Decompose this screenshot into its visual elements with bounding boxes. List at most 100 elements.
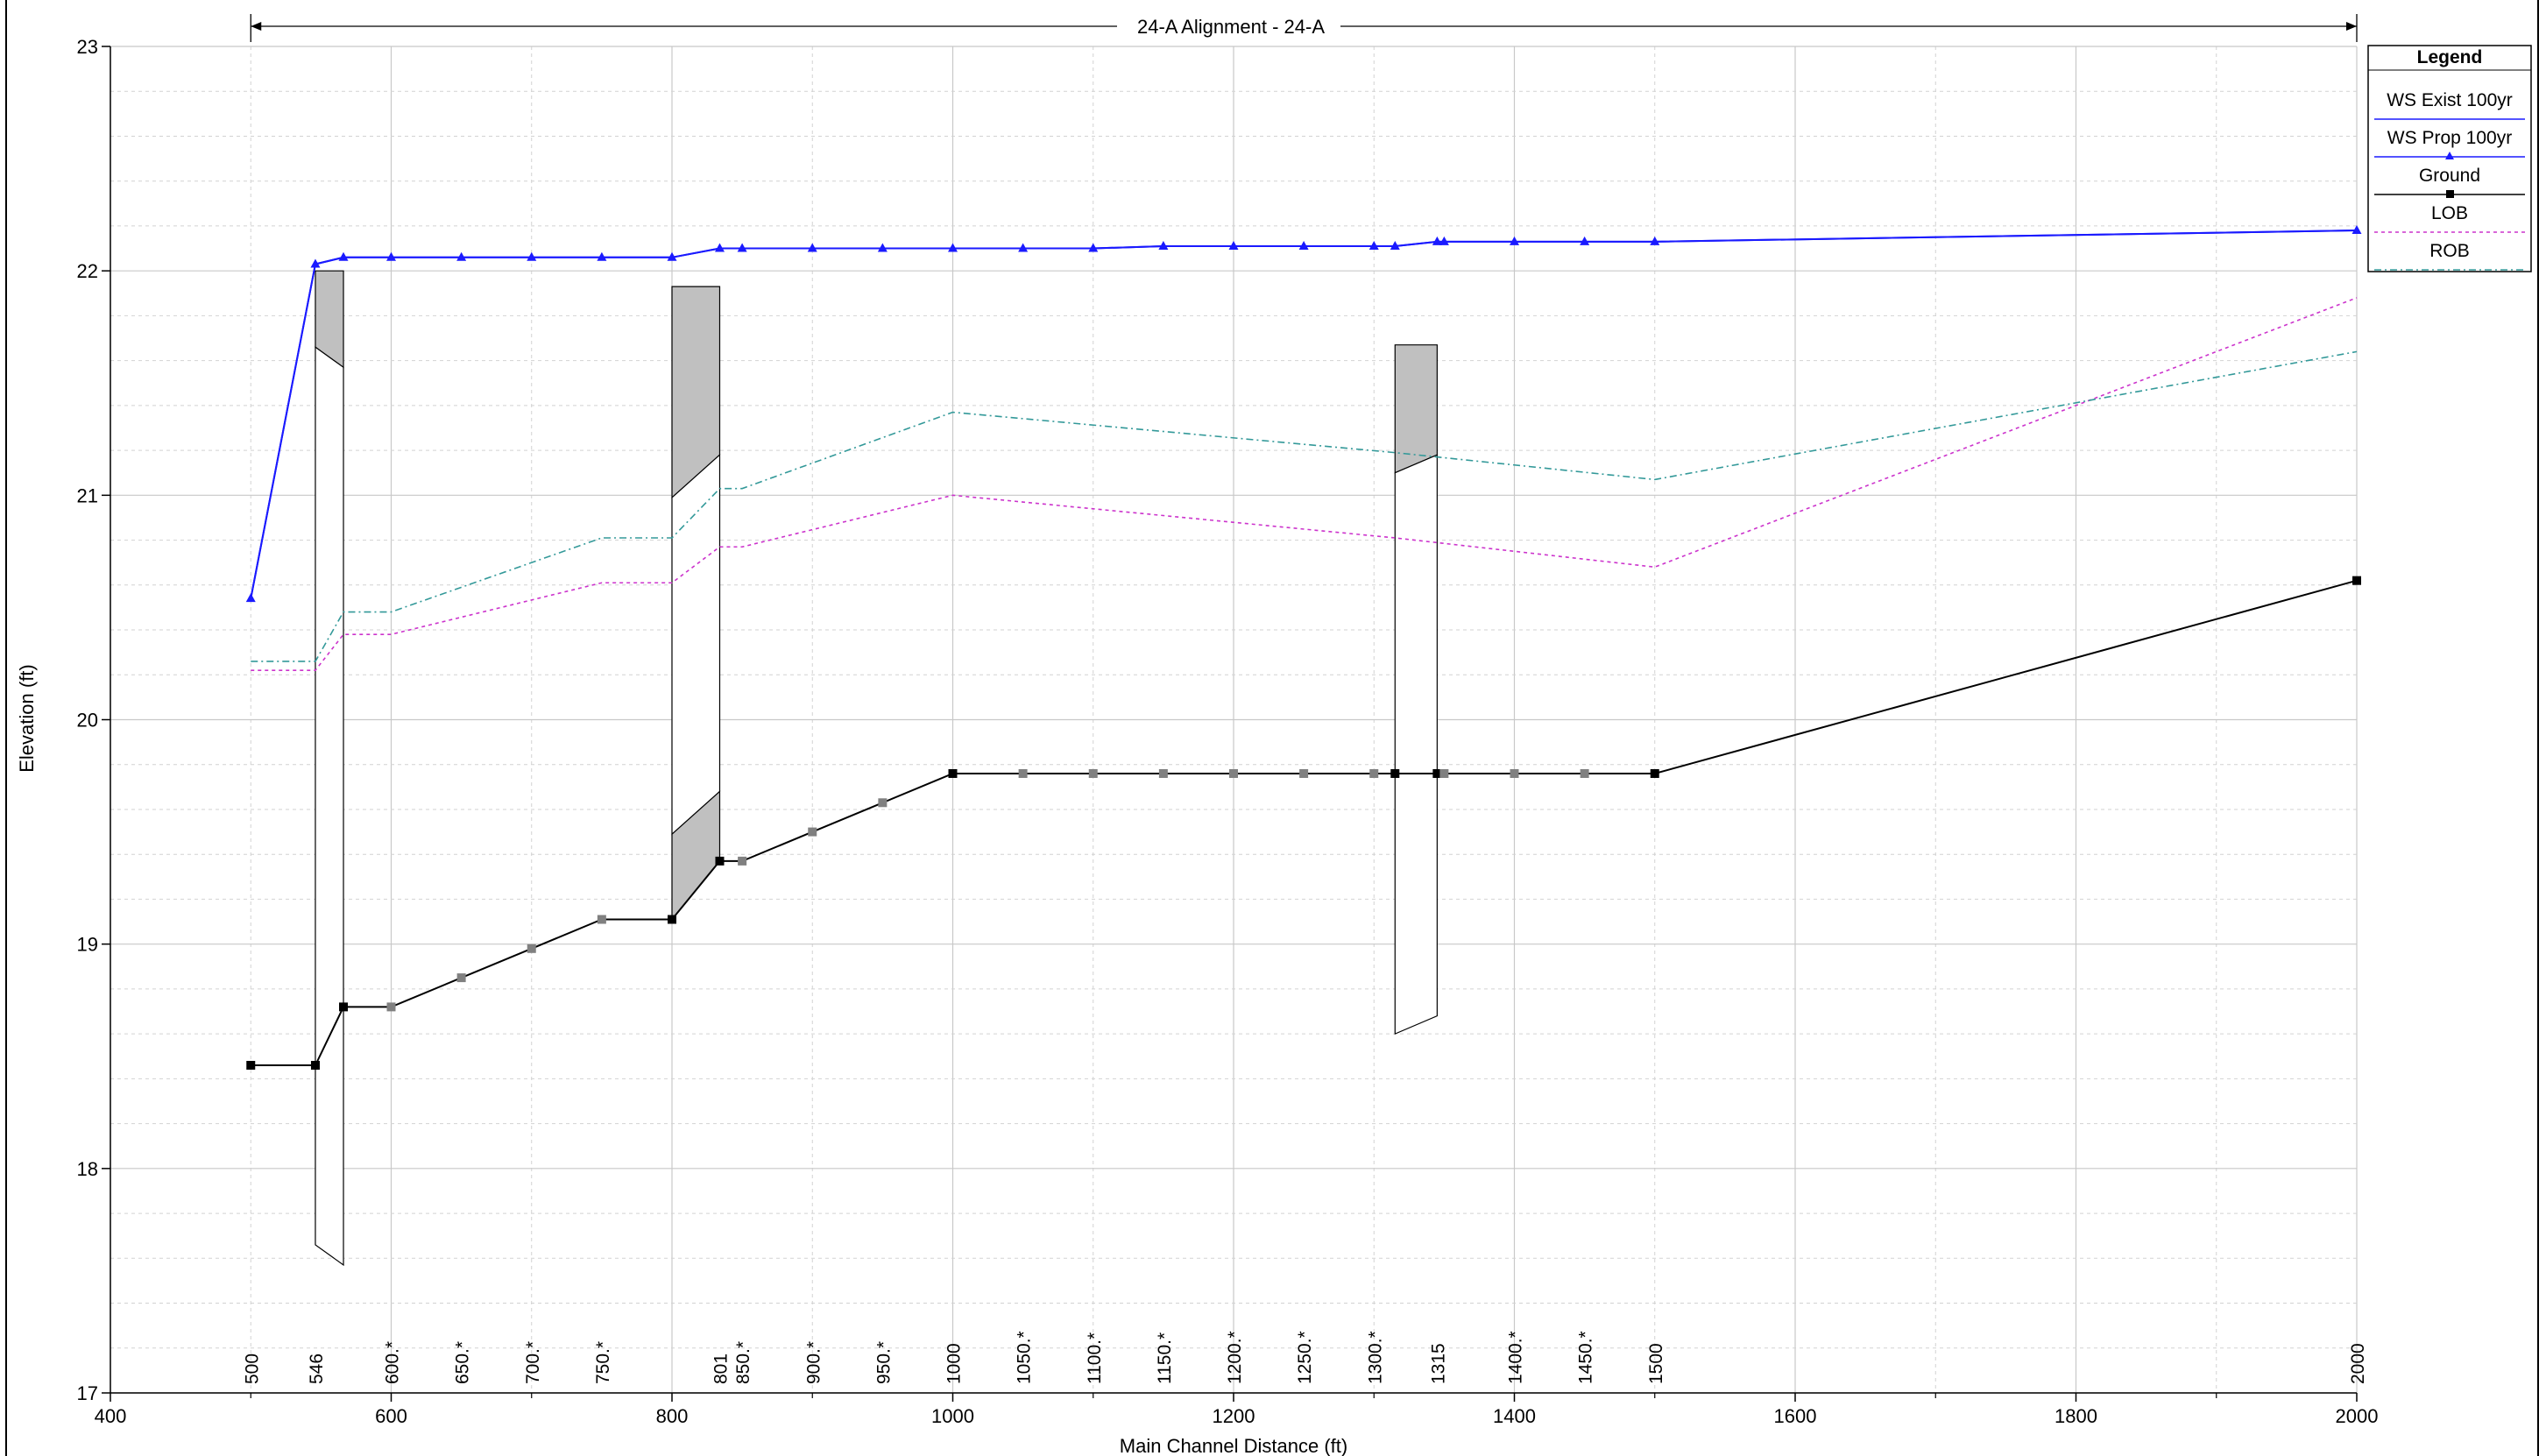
- river-station-label: 546: [307, 1354, 327, 1384]
- series-marker: [1088, 243, 1099, 252]
- series-marker: [1018, 768, 1028, 778]
- y-tick-label: 18: [77, 1158, 98, 1180]
- structure-opening: [671, 453, 721, 836]
- series-marker: [1299, 768, 1309, 778]
- series-marker: [1432, 236, 1442, 245]
- series-marker: [456, 251, 467, 261]
- series-marker: [737, 243, 747, 252]
- river-station-label: 1050.*: [1015, 1331, 1035, 1384]
- reach-arrow-left: [251, 22, 262, 31]
- series-line-4: [251, 350, 2358, 662]
- river-station-label: 950.*: [873, 1341, 894, 1384]
- y-tick-label: 22: [77, 260, 98, 282]
- series-marker: [738, 856, 747, 866]
- river-station-label: 850.*: [733, 1341, 753, 1384]
- y-tick-label: 20: [77, 710, 98, 732]
- series-marker: [1580, 236, 1590, 245]
- legend-entry-label: ROB: [2429, 241, 2470, 261]
- y-axis-label: Elevation (ft): [16, 664, 38, 773]
- series-marker: [597, 251, 607, 261]
- series-marker: [808, 827, 817, 837]
- river-station-label: 2000: [2348, 1343, 2368, 1384]
- reach-arrow-right: [2346, 22, 2357, 31]
- structure-opening: [1394, 454, 1438, 1035]
- series-marker: [1390, 240, 1400, 250]
- river-station-label: 500: [242, 1354, 262, 1384]
- x-tick-label: 1800: [2054, 1405, 2097, 1427]
- series-marker: [338, 251, 349, 261]
- structures: [315, 270, 1438, 1267]
- series-marker: [1650, 236, 1660, 245]
- structure-deck: [1394, 344, 1438, 474]
- river-station-label: 900.*: [803, 1341, 824, 1384]
- y-tick-label: 19: [77, 934, 98, 956]
- grid: [110, 46, 2358, 1394]
- reach-label: 24-A Alignment - 24-A: [1137, 16, 1325, 38]
- river-station-label: 1450.*: [1576, 1331, 1596, 1384]
- structure-opening: [315, 346, 344, 1267]
- river-station-label: 650.*: [453, 1341, 473, 1384]
- series-marker: [456, 973, 466, 983]
- river-station-label: 1300.*: [1365, 1331, 1385, 1384]
- series-marker: [1510, 236, 1519, 245]
- series-marker: [1298, 240, 1309, 250]
- series-marker: [2352, 576, 2361, 585]
- x-tick-label: 1600: [1774, 1405, 1817, 1427]
- x-axis-label: Main Channel Distance (ft): [1120, 1435, 1347, 1456]
- series-marker: [714, 243, 725, 252]
- series-marker: [1228, 240, 1239, 250]
- river-station-label: 1315: [1428, 1343, 1448, 1384]
- river-station-label: 801: [711, 1354, 731, 1384]
- series-marker: [527, 944, 536, 953]
- legend-title: Legend: [2417, 47, 2483, 67]
- x-tick-label: 800: [656, 1405, 689, 1427]
- series-marker: [1439, 768, 1449, 778]
- series-markers: [245, 225, 2362, 1070]
- series-marker: [1018, 243, 1029, 252]
- x-tick-label: 400: [95, 1405, 127, 1427]
- series-marker: [245, 593, 256, 603]
- y-tick-label: 21: [77, 484, 98, 506]
- series-marker: [948, 768, 958, 778]
- series-marker: [1580, 768, 1589, 778]
- series-marker: [339, 1002, 349, 1012]
- river-station-label: 600.*: [383, 1341, 403, 1384]
- series-marker: [1229, 768, 1238, 778]
- series-marker: [246, 1060, 256, 1070]
- series-marker: [1650, 768, 1659, 778]
- legend-entry-label: WS Prop 100yr: [2387, 128, 2512, 148]
- series-marker: [386, 251, 396, 261]
- x-tick-label: 2000: [2336, 1405, 2379, 1427]
- series-marker: [1439, 236, 1449, 245]
- river-station-label: 1200.*: [1225, 1331, 1245, 1384]
- x-tick-label: 1000: [931, 1405, 974, 1427]
- series-marker: [1432, 768, 1442, 778]
- legend-entry-label: LOB: [2431, 203, 2468, 223]
- series-marker: [1158, 768, 1168, 778]
- series-marker: [310, 258, 321, 268]
- river-station-label: 1000: [944, 1343, 965, 1384]
- axes: 400 600 800 1000 1200 1400 1600 1800 2000 17 18 19 2…: [77, 36, 2379, 1427]
- x-tick-label: 1400: [1493, 1405, 1536, 1427]
- series-marker: [2352, 225, 2362, 235]
- legend-entry-label: WS Exist 100yr: [2387, 90, 2513, 110]
- river-station-label: 1100.*: [1085, 1332, 1105, 1384]
- legend-entry-label: Ground: [2419, 166, 2480, 186]
- series-marker: [877, 243, 888, 252]
- series-marker: [1390, 768, 1400, 778]
- river-station-label: 1400.*: [1506, 1331, 1526, 1384]
- river-station-label: 1250.*: [1295, 1331, 1315, 1384]
- series-marker: [1158, 240, 1169, 250]
- y-tick-label: 17: [77, 1382, 98, 1404]
- series-marker: [310, 1060, 320, 1070]
- series-marker: [1088, 768, 1098, 778]
- river-station-label: 1150.*: [1155, 1332, 1175, 1384]
- series-marker: [1510, 768, 1519, 778]
- series-marker: [1369, 768, 1379, 778]
- series-marker: [668, 915, 676, 924]
- series-marker: [878, 798, 888, 808]
- legend: Legend WS Exist 100yr WS Prop 100yr Ground…: [2367, 45, 2532, 272]
- reach-bar: 24-A Alignment - 24-A: [250, 14, 2358, 42]
- x-tick-label: 1200: [1213, 1405, 1255, 1427]
